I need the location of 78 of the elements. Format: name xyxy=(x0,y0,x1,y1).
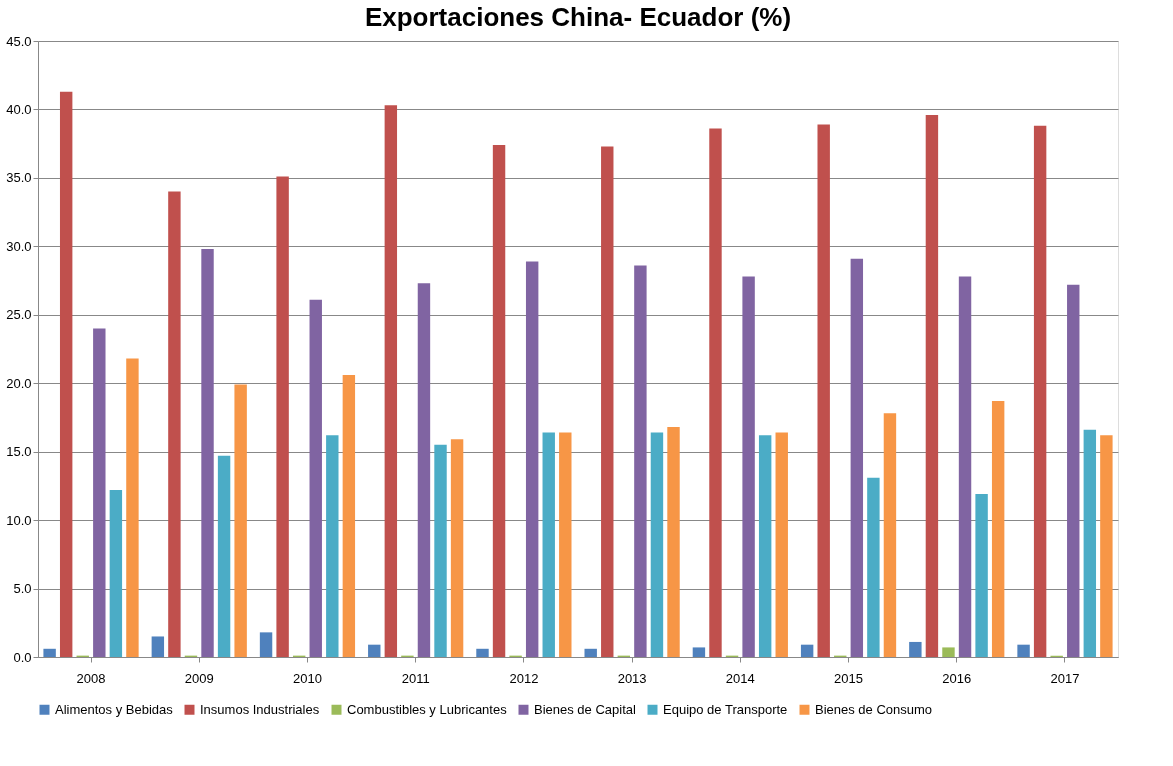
bar xyxy=(1067,284,1080,657)
bar xyxy=(634,265,647,657)
bar xyxy=(201,249,214,657)
bar xyxy=(650,432,664,657)
bar xyxy=(667,427,680,657)
y-tick-label: 15.0 xyxy=(6,444,32,460)
y-tick-label: 35.0 xyxy=(6,170,32,186)
x-tick-label: 2009 xyxy=(184,670,214,686)
bar xyxy=(109,490,123,657)
x-tick-label: 2012 xyxy=(509,670,539,686)
bar xyxy=(326,435,339,657)
x-tick-label: 2010 xyxy=(293,670,322,686)
y-tick-label: 5.0 xyxy=(13,581,32,597)
chart-title: Exportaciones China- Ecuador (%) xyxy=(364,2,792,32)
x-tick-label: 2011 xyxy=(401,670,430,686)
bar xyxy=(758,435,772,657)
bar xyxy=(991,401,1005,657)
bar xyxy=(276,176,289,657)
bar xyxy=(584,648,597,657)
bar xyxy=(476,648,489,657)
bar xyxy=(601,146,614,657)
bar xyxy=(775,432,788,657)
y-tick-label: 30.0 xyxy=(6,238,32,254)
bar xyxy=(925,114,939,657)
x-tick-label: 2013 xyxy=(617,670,647,686)
bar xyxy=(867,477,880,657)
y-tick-label: 40.0 xyxy=(6,101,32,117)
bar xyxy=(93,328,106,657)
bar xyxy=(542,432,555,657)
bar xyxy=(1033,125,1047,657)
bar xyxy=(909,641,922,657)
bar xyxy=(525,261,539,657)
bar xyxy=(958,276,972,657)
bar xyxy=(126,358,139,657)
bar xyxy=(800,644,814,657)
bar xyxy=(975,494,988,657)
x-tick-label: 2014 xyxy=(725,670,755,686)
bar xyxy=(850,258,864,657)
x-tick-label: 2017 xyxy=(1050,670,1080,686)
y-tick-label: 10.0 xyxy=(6,512,32,528)
bar xyxy=(434,444,447,657)
y-tick-label: 45.0 xyxy=(6,33,32,49)
y-tick-label: 25.0 xyxy=(6,307,32,323)
bar xyxy=(1100,435,1113,657)
bar xyxy=(59,91,73,657)
legend-label: Bienes de Consumo xyxy=(815,701,933,717)
legend-label: Alimentos y Bebidas xyxy=(55,701,174,717)
bar xyxy=(709,128,722,657)
bar xyxy=(342,375,356,657)
y-tick-label: 20.0 xyxy=(6,375,32,391)
bar xyxy=(309,299,322,657)
bar xyxy=(742,276,755,657)
bar xyxy=(368,644,381,657)
bar xyxy=(883,413,897,657)
legend-label: Combustibles y Lubricantes xyxy=(347,701,508,717)
legend-label: Equipo de Transporte xyxy=(663,701,788,717)
x-tick-label: 2016 xyxy=(942,670,972,686)
bar xyxy=(942,647,955,657)
bar xyxy=(1017,644,1030,657)
legend-label: Bienes de Capital xyxy=(534,701,637,717)
bar xyxy=(168,191,181,657)
bar xyxy=(817,124,830,657)
bar xyxy=(384,105,398,657)
bar xyxy=(417,283,431,657)
bar xyxy=(692,647,706,657)
y-tick-label: 0.0 xyxy=(13,649,32,665)
x-tick-label: 2015 xyxy=(834,670,863,686)
bar xyxy=(492,145,506,657)
legend-label: Insumos Industriales xyxy=(200,701,320,717)
bar xyxy=(43,648,56,657)
bar xyxy=(1083,429,1097,657)
bar xyxy=(151,636,165,657)
bar xyxy=(259,632,273,657)
bar xyxy=(559,432,572,657)
bar xyxy=(234,384,247,657)
x-tick-label: 2008 xyxy=(76,670,106,686)
bar xyxy=(450,439,464,657)
bar xyxy=(217,455,231,657)
